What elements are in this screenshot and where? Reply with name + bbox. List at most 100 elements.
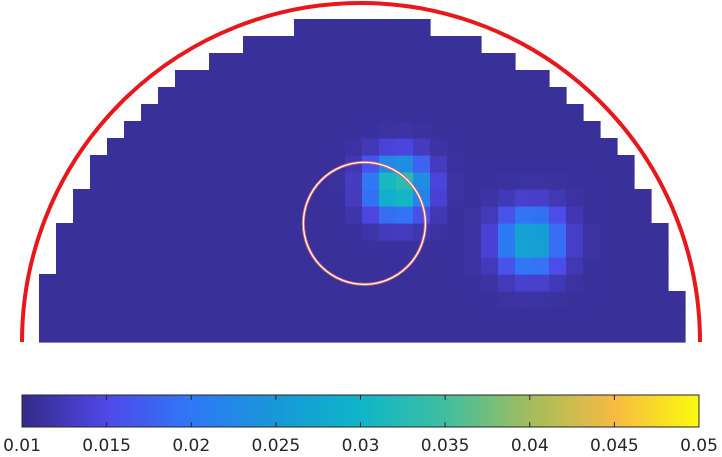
heatmap-cell bbox=[328, 138, 346, 156]
heatmap-cell bbox=[192, 274, 210, 292]
heatmap-cell bbox=[243, 223, 261, 241]
heatmap-cell bbox=[651, 257, 669, 275]
heatmap-cell bbox=[56, 240, 74, 258]
heatmap-cell bbox=[498, 223, 516, 241]
heatmap-cell bbox=[651, 223, 669, 241]
heatmap-cell bbox=[464, 257, 482, 275]
heatmap-cell bbox=[549, 104, 567, 122]
heatmap-cell bbox=[158, 138, 176, 156]
colorbar-tick-label: 0.035 bbox=[421, 436, 470, 456]
heatmap-cell bbox=[175, 138, 193, 156]
heatmap-cell bbox=[311, 53, 329, 71]
heatmap-cell bbox=[328, 189, 346, 207]
heatmap-cell bbox=[192, 121, 210, 139]
heatmap-cell bbox=[345, 104, 363, 122]
heatmap-cell bbox=[447, 223, 465, 241]
heatmap-cell bbox=[175, 155, 193, 173]
heatmap-cell bbox=[583, 325, 601, 343]
heatmap-cell bbox=[141, 121, 159, 139]
heatmap-cell bbox=[583, 274, 601, 292]
heatmap-cell bbox=[260, 138, 278, 156]
heatmap-cell bbox=[583, 308, 601, 326]
heatmap-cell bbox=[447, 87, 465, 105]
heatmap-cell bbox=[90, 155, 108, 173]
heatmap-cell bbox=[124, 172, 142, 190]
heatmap-cell bbox=[362, 257, 380, 275]
heatmap-cell bbox=[345, 291, 363, 309]
heatmap-cell bbox=[549, 87, 567, 105]
heatmap-cell bbox=[192, 257, 210, 275]
heatmap-cell bbox=[362, 308, 380, 326]
heatmap-cell bbox=[464, 291, 482, 309]
heatmap-cell bbox=[600, 172, 618, 190]
colorbar-tick-label: 0.05 bbox=[680, 436, 718, 456]
heatmap-cell bbox=[107, 274, 125, 292]
heatmap-cell bbox=[277, 121, 295, 139]
heatmap-cell bbox=[515, 223, 533, 241]
heatmap-cell bbox=[498, 308, 516, 326]
heatmap-cell bbox=[209, 189, 227, 207]
heatmap-cell bbox=[498, 138, 516, 156]
heatmap-cell bbox=[481, 274, 499, 292]
heatmap-cell bbox=[175, 70, 193, 88]
heatmap-cell bbox=[311, 325, 329, 343]
heatmap-cell bbox=[634, 206, 652, 224]
heatmap-cell bbox=[413, 19, 431, 37]
heatmap-cell bbox=[226, 138, 244, 156]
heatmap-cell bbox=[124, 155, 142, 173]
heatmap-cell bbox=[481, 223, 499, 241]
heatmap-cell bbox=[243, 325, 261, 343]
heatmap-cell bbox=[379, 291, 397, 309]
heatmap-cell bbox=[651, 274, 669, 292]
heatmap-cell bbox=[379, 172, 397, 190]
heatmap-cell bbox=[464, 121, 482, 139]
heatmap-cell bbox=[226, 104, 244, 122]
heatmap-cell bbox=[600, 325, 618, 343]
heatmap-cell bbox=[107, 240, 125, 258]
heatmap-cell bbox=[158, 155, 176, 173]
heatmap-cell bbox=[379, 206, 397, 224]
heatmap-cell bbox=[158, 325, 176, 343]
heatmap-cell bbox=[141, 291, 159, 309]
heatmap-cell bbox=[73, 274, 91, 292]
heatmap-cell bbox=[175, 104, 193, 122]
heatmap-cell bbox=[549, 155, 567, 173]
heatmap-cell bbox=[90, 240, 108, 258]
heatmap-cell bbox=[277, 223, 295, 241]
heatmap-cell bbox=[260, 121, 278, 139]
heatmap-cell bbox=[294, 155, 312, 173]
heatmap-cell bbox=[447, 308, 465, 326]
heatmap-cell bbox=[73, 308, 91, 326]
heatmap-cell bbox=[583, 121, 601, 139]
heatmap-cell bbox=[107, 189, 125, 207]
heatmap-cell bbox=[209, 308, 227, 326]
heatmap-cell bbox=[192, 308, 210, 326]
heatmap-cell bbox=[192, 70, 210, 88]
heatmap-cell bbox=[345, 36, 363, 54]
heatmap-cell bbox=[107, 291, 125, 309]
heatmap-cell bbox=[311, 206, 329, 224]
heatmap-cell bbox=[617, 240, 635, 258]
heatmap-cell bbox=[464, 223, 482, 241]
heatmap-cell bbox=[277, 291, 295, 309]
heatmap-cell bbox=[396, 104, 414, 122]
heatmap-cell bbox=[464, 53, 482, 71]
heatmap-cell bbox=[583, 138, 601, 156]
heatmap-cell bbox=[413, 155, 431, 173]
heatmap-cell bbox=[226, 189, 244, 207]
heatmap-cell bbox=[328, 257, 346, 275]
heatmap-cell bbox=[90, 172, 108, 190]
heatmap-cell bbox=[260, 53, 278, 71]
heatmap-cell bbox=[328, 325, 346, 343]
heatmap-cell bbox=[124, 240, 142, 258]
colorbar-tick-label: 0.025 bbox=[252, 436, 301, 456]
heatmap-cell bbox=[90, 189, 108, 207]
heatmap-cell bbox=[481, 240, 499, 258]
heatmap-cell bbox=[226, 308, 244, 326]
heatmap-cell bbox=[447, 240, 465, 258]
heatmap-cell bbox=[345, 325, 363, 343]
heatmap-cell bbox=[379, 189, 397, 207]
heatmap-cell bbox=[158, 291, 176, 309]
heatmap-cell bbox=[566, 172, 584, 190]
heatmap-cell bbox=[379, 121, 397, 139]
